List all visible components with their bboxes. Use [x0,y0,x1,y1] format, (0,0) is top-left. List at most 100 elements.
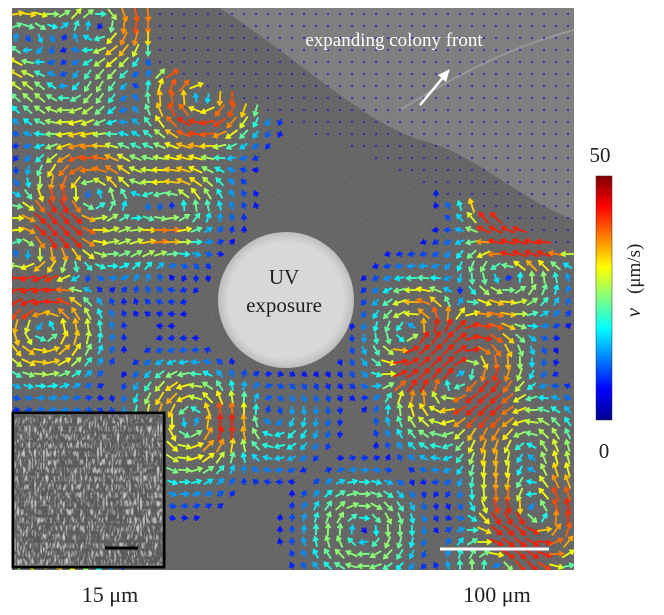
velocity-dot [255,37,257,39]
velocity-dot [531,73,533,75]
velocity-dot [543,73,545,75]
velocity-dot [411,157,413,159]
velocity-dot [531,49,533,51]
velocity-dot [411,133,413,135]
velocity-dot [207,73,209,75]
velocity-dot [159,25,161,27]
velocity-dot [387,73,389,75]
velocity-dot [315,97,317,99]
velocity-dot [495,121,497,123]
velocity-dot [411,85,413,87]
velocity-dot [339,85,341,87]
velocity-dot [567,61,569,63]
velocity-dot [495,49,497,51]
velocity-dot [519,121,521,123]
velocity-dot [459,25,461,27]
velocity-dot [519,205,521,207]
velocity-dot [327,13,329,15]
velocity-dot [255,25,257,27]
velocity-dot [423,73,425,75]
velocity-dot [519,145,521,147]
velocity-dot [483,85,485,87]
velocity-dot [387,85,389,87]
velocity-dot [267,49,269,51]
velocity-dot [543,37,545,39]
velocity-dot [159,61,161,63]
velocity-dot [423,109,425,111]
velocity-dot [435,73,437,75]
colorbar-max: 50 [590,143,611,167]
velocity-dot [231,25,233,27]
velocity-dot [471,121,473,123]
velocity-dot [483,97,485,99]
velocity-dot [351,61,353,63]
velocity-dot [519,37,521,39]
velocity-dot [435,157,437,159]
velocity-dot [531,217,533,219]
velocity-dot [519,13,521,15]
velocity-dot [207,25,209,27]
velocity-dot [495,25,497,27]
velocity-dot [423,61,425,63]
velocity-dot [291,73,293,75]
velocity-dot [471,169,473,171]
velocity-dot [483,133,485,135]
velocity-dot [543,217,545,219]
velocity-dot [519,169,521,171]
velocity-dot [195,61,197,63]
velocity-dot [315,133,317,135]
velocity-dot [495,37,497,39]
velocity-dot [567,205,569,207]
velocity-dot [531,85,533,87]
velocity-dot [411,169,413,171]
velocity-dot [243,49,245,51]
velocity-dot [555,169,557,171]
velocity-dot [543,121,545,123]
velocity-dot [543,25,545,27]
velocity-dot [495,133,497,135]
velocity-dot [519,97,521,99]
velocity-dot [279,49,281,51]
velocity-dot [555,181,557,183]
velocity-dot [447,25,449,27]
velocity-dot [255,85,257,87]
velocity-dot [495,85,497,87]
velocity-dot [303,109,305,111]
velocity-dot [219,49,221,51]
velocity-dot [495,181,497,183]
velocity-dot [351,73,353,75]
velocity-dot [423,145,425,147]
velocity-dot [183,49,185,51]
velocity-dot [519,181,521,183]
annotation: UV [269,265,299,289]
velocity-dot [279,109,281,111]
velocity-dot [483,25,485,27]
velocity-dot [459,145,461,147]
velocity-dot [531,205,533,207]
velocity-dot [219,37,221,39]
velocity-dot [447,193,449,195]
velocity-dot [471,193,473,195]
velocity-dot [567,49,569,51]
velocity-dot [435,109,437,111]
velocity-dot [411,25,413,27]
velocity-dot [543,109,545,111]
velocity-dot [303,73,305,75]
velocity-dot [291,97,293,99]
velocity-dot [423,121,425,123]
velocity-dot [351,133,353,135]
velocity-dot [531,193,533,195]
velocity-dot [375,133,377,135]
velocity-dot [435,97,437,99]
colorbar-unit: (μm/s) [624,244,645,294]
velocity-dot [507,217,509,219]
velocity-dot [375,145,377,147]
velocity-dot [555,37,557,39]
velocity-dot [327,109,329,111]
velocity-arrow [434,492,438,497]
velocity-dot [387,97,389,99]
velocity-dot [399,157,401,159]
velocity-dot [243,13,245,15]
velocity-dot [327,121,329,123]
velocity-dot [303,25,305,27]
